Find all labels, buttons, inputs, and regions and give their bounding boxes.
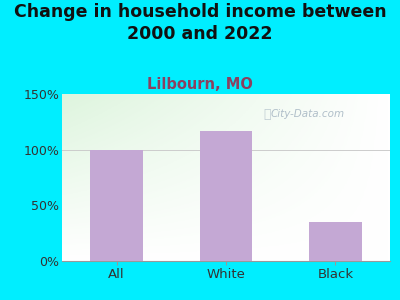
Bar	[90, 150, 143, 261]
Bar	[309, 222, 362, 261]
Text: ⦿: ⦿	[263, 108, 271, 121]
Bar	[200, 131, 252, 261]
Text: City-Data.com: City-Data.com	[271, 110, 345, 119]
Text: Lilbourn, MO: Lilbourn, MO	[147, 76, 253, 92]
Text: Change in household income between
2000 and 2022: Change in household income between 2000 …	[14, 3, 386, 43]
